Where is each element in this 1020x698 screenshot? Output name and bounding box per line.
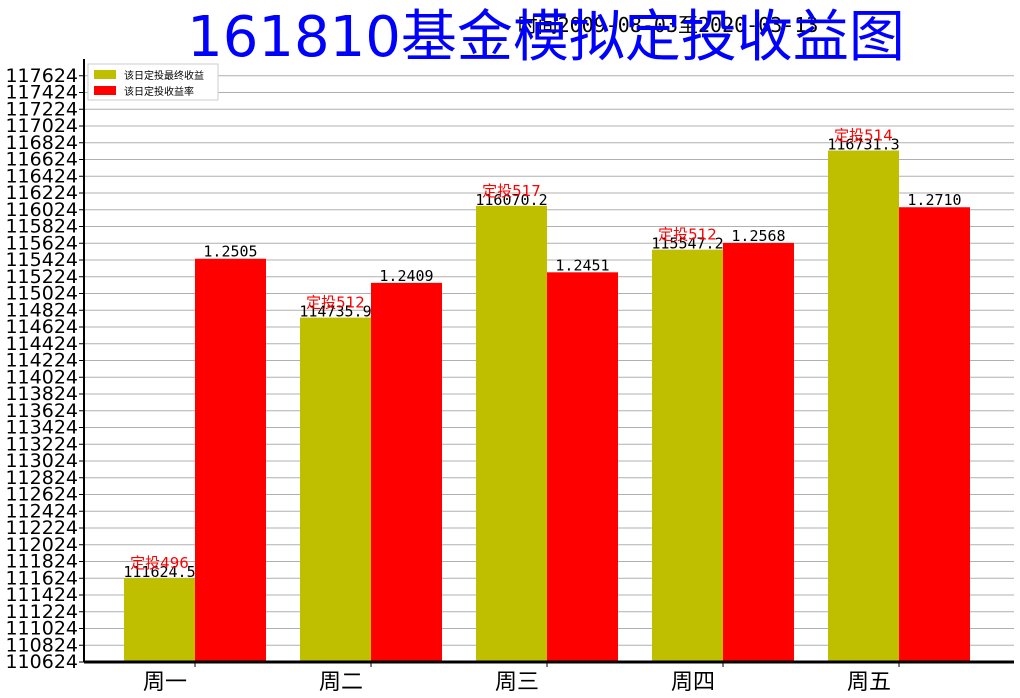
data-label-return-rate: 1.2409: [379, 267, 433, 285]
y-tick-label: 117424: [5, 82, 78, 104]
y-tick-label: 117224: [5, 98, 78, 120]
data-label-final-return: 116731.3: [827, 136, 899, 154]
y-tick-label: 116624: [5, 149, 78, 171]
annotation-invest-count: 定投517: [482, 182, 541, 200]
y-tick-label: 115824: [5, 216, 78, 238]
y-tick-label: 111824: [5, 551, 78, 573]
y-tick-label: 110824: [5, 634, 78, 656]
annotation-invest-count: 定投496: [130, 554, 189, 572]
y-tick-label: 116824: [5, 132, 78, 154]
y-tick-label: 111224: [5, 601, 78, 623]
data-label-return-rate: 1.2568: [731, 227, 785, 245]
data-label-final-return: 115547.2: [651, 235, 723, 253]
bar-final-return: [476, 205, 547, 663]
data-label-return-rate: 1.2710: [907, 191, 961, 209]
bar-final-return: [652, 249, 723, 662]
bar-return-rate: [723, 242, 794, 663]
bar-return-rate: [547, 272, 618, 662]
y-tick-label: 111424: [5, 584, 78, 606]
x-tick-label: 周四: [671, 670, 715, 695]
data-label-return-rate: 1.2505: [203, 243, 257, 261]
y-tick-label: 113424: [5, 417, 78, 439]
y-tick-label: 112024: [5, 534, 78, 556]
y-tick-label: 111024: [5, 618, 78, 640]
bar-final-return: [828, 150, 899, 663]
bar-return-rate: [195, 258, 266, 662]
data-label-final-return: 116070.2: [475, 191, 547, 209]
x-tick-label: 周一: [143, 670, 187, 695]
y-tick-label: 113024: [5, 450, 78, 472]
bar-return-rate: [371, 282, 442, 662]
x-tick-label: 周二: [319, 670, 363, 695]
y-tick-label: 115624: [5, 232, 78, 254]
y-tick-label: 114624: [5, 316, 78, 338]
legend-swatch: [94, 70, 116, 79]
y-tick-label: 110624: [5, 651, 78, 673]
y-tick-label: 113824: [5, 383, 78, 405]
y-tick-label: 112224: [5, 517, 78, 539]
y-tick-label: 112624: [5, 484, 78, 506]
y-tick-label: 116424: [5, 165, 78, 187]
y-tick-label: 113624: [5, 400, 78, 422]
annotation-invest-count: 定投512: [658, 226, 717, 244]
bar-return-rate: [899, 207, 970, 663]
x-tick-label: 周三: [495, 670, 539, 695]
annotation-invest-count: 定投514: [834, 127, 893, 145]
data-label-return-rate: 1.2451: [555, 256, 609, 274]
data-label-final-return: 114735.9: [299, 303, 371, 321]
legend-swatch: [94, 86, 116, 95]
chart-subtitle: 时间2009-08-03至2020-03-13: [518, 13, 819, 37]
y-tick-label: 114424: [5, 333, 78, 355]
y-tick-label: 113224: [5, 433, 78, 455]
y-tick-label: 114024: [5, 366, 78, 388]
y-tick-label: 115424: [5, 249, 78, 271]
y-tick-label: 116224: [5, 182, 78, 204]
y-tick-label: 117024: [5, 115, 78, 137]
bar-final-return: [300, 317, 371, 662]
y-tick-label: 117624: [5, 65, 78, 87]
annotation-invest-count: 定投512: [306, 294, 365, 312]
y-tick-label: 114224: [5, 350, 78, 372]
y-tick-label: 111624: [5, 567, 78, 589]
y-tick-label: 112424: [5, 500, 78, 522]
legend-label: 该日定投最终收益: [124, 69, 204, 82]
y-tick-label: 112824: [5, 467, 78, 489]
chart-title: 161810基金模拟定投收益图: [187, 5, 905, 70]
y-tick-label: 116024: [5, 199, 78, 221]
legend-label: 该日定投收益率: [124, 85, 194, 98]
data-label-final-return: 111624.5: [123, 563, 195, 581]
y-tick-label: 114824: [5, 299, 78, 321]
x-tick-label: 周五: [847, 670, 891, 695]
bar-final-return: [124, 578, 195, 662]
y-tick-label: 115024: [5, 283, 78, 305]
y-tick-label: 115224: [5, 266, 78, 288]
